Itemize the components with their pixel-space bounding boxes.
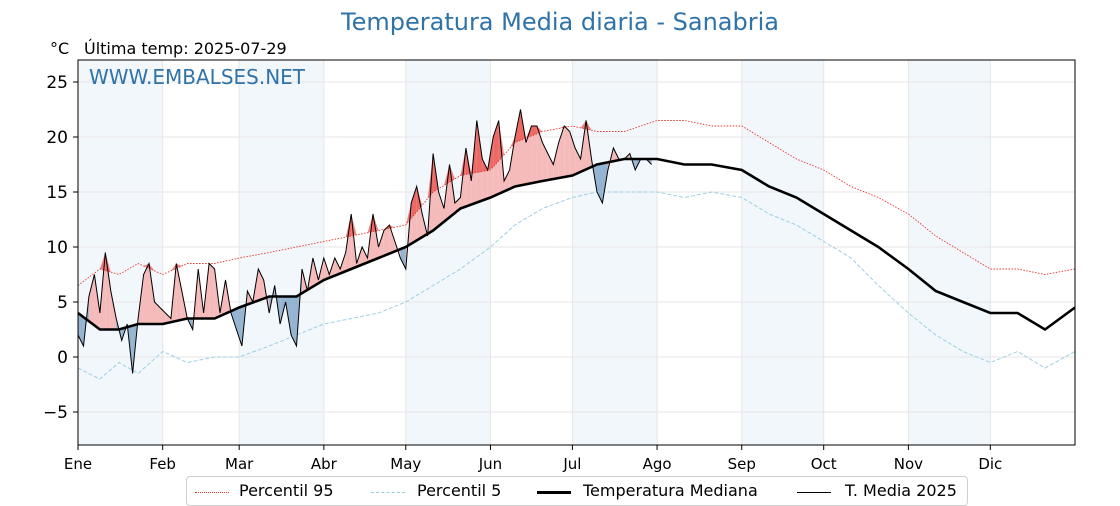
anomaly-fill-warm <box>504 170 510 192</box>
series-line-p95 <box>77 120 1076 286</box>
legend-label-p95: Percentil 95 <box>239 481 334 500</box>
anomaly-fill-warm <box>165 313 171 324</box>
anomaly-fill-warm <box>389 225 395 254</box>
month-band <box>572 60 658 445</box>
x-tick-label: Nov <box>894 455 923 473</box>
y-tick-label: 25 <box>46 73 68 93</box>
series-line-2025 <box>77 109 652 374</box>
anomaly-fill-extreme <box>176 263 182 269</box>
anomaly-fill-warm <box>94 274 100 330</box>
x-tick-label: Ene <box>64 455 92 473</box>
x-tick-label: Sep <box>728 455 756 473</box>
anomaly-fill-extreme <box>170 263 177 271</box>
series-line-median <box>77 157 1076 332</box>
anomaly-fill-extreme <box>389 225 395 229</box>
anomaly-fill-warm <box>149 263 155 324</box>
anomaly-fill-extreme <box>345 214 352 238</box>
anomaly-fill-warm <box>383 225 390 256</box>
y-tick-label: 15 <box>46 183 68 203</box>
x-tick-label: Dic <box>978 455 1002 473</box>
x-tick-label: Oct <box>811 455 837 473</box>
month-band <box>908 60 991 445</box>
anomaly-fill-warm <box>564 126 570 177</box>
legend-swatch-2025 <box>797 492 831 493</box>
anomaly-fill-cold <box>236 306 242 346</box>
anomaly-fill-extreme <box>509 137 516 149</box>
anomaly-fill-extreme <box>149 263 155 271</box>
anomaly-fill-extreme <box>411 186 417 219</box>
x-tick-label: Abr <box>311 455 338 473</box>
watermark: WWW.EMBALSES.NET <box>89 65 306 89</box>
anomaly-fill-extreme <box>373 214 379 232</box>
anomaly-fill-warm <box>176 263 182 321</box>
anomaly-fill-warm <box>547 153 554 180</box>
month-band <box>239 60 324 445</box>
y-tick-label: 10 <box>46 238 68 258</box>
anomaly-fill-cold <box>400 247 406 269</box>
y-tick-label: 20 <box>46 128 68 148</box>
anomaly-fill-warm <box>378 230 384 258</box>
anomaly-fill-warm <box>88 274 95 326</box>
anomaly-fill-warm <box>509 137 516 189</box>
anomaly-fill-warm <box>553 142 559 179</box>
x-tick-label: Jun <box>478 455 502 473</box>
anomaly-fill-warm <box>258 269 264 301</box>
legend-label-p5: Percentil 5 <box>417 481 502 500</box>
anomaly-fill-extreme <box>427 153 434 199</box>
x-tick-label: May <box>390 455 421 473</box>
anomaly-fill-extreme <box>536 126 543 134</box>
anomaly-fill-cold <box>596 163 603 203</box>
anomaly-fill-extreme <box>531 126 537 136</box>
month-band <box>741 60 824 445</box>
x-tick-label: Feb <box>149 455 176 473</box>
legend-swatch-median <box>537 491 571 494</box>
anomaly-fill-warm <box>531 126 537 184</box>
anomaly-fill-cold <box>291 296 297 346</box>
x-tick-label: Jul <box>562 455 581 473</box>
anomaly-fill-extreme <box>460 148 466 176</box>
anomaly-fill-warm <box>438 192 445 227</box>
anomaly-fill-extreme <box>493 120 499 167</box>
month-band <box>405 60 491 445</box>
anomaly-fill-warm <box>209 263 215 319</box>
chart-canvas: 25 20 15 10 5 0 −5 Ene Feb Mar Abr May Jun Jul Ago Sep… <box>43 59 1076 473</box>
anomaly-fill-warm <box>575 148 581 175</box>
legend: Percentil 95 Percentil 5 Temperatura Med… <box>186 476 968 506</box>
chart-title: Temperatura Media diaria - Sanabria <box>341 8 779 36</box>
anomaly-fill-extreme <box>444 164 450 186</box>
y-tick-label: 5 <box>57 293 68 313</box>
anomaly-fill-warm <box>143 263 150 324</box>
y-unit-label: °C <box>50 39 70 58</box>
anomaly-fill-extreme <box>525 126 532 139</box>
anomaly-fill-warm <box>536 126 543 183</box>
plot-frame <box>77 59 1076 446</box>
legend-label-median: Temperatura Mediana <box>583 481 758 500</box>
anomaly-fill-warm <box>110 291 117 330</box>
legend-label-2025: T. Media 2025 <box>845 481 957 500</box>
y-tick-label: 0 <box>57 348 68 368</box>
last-temp-label: Última temp: 2025-07-29 <box>84 39 287 58</box>
anomaly-fill-warm <box>334 258 341 276</box>
series-line-p5 <box>77 191 1076 380</box>
anomaly-fill-extreme <box>105 252 111 273</box>
y-tick-label: −5 <box>43 403 68 423</box>
anomaly-fill-warm <box>525 126 532 185</box>
anomaly-fill-warm <box>105 252 111 330</box>
legend-swatch-p95 <box>195 492 229 493</box>
legend-swatch-p5 <box>371 492 405 493</box>
x-tick-label: Ago <box>643 455 672 473</box>
x-tick-label: Mar <box>225 455 254 473</box>
anomaly-fill-warm <box>362 247 368 265</box>
anomaly-fill-warm <box>542 142 548 181</box>
anomaly-fill-warm <box>154 302 160 324</box>
month-band <box>78 60 163 445</box>
anomaly-fill-warm <box>569 131 576 176</box>
